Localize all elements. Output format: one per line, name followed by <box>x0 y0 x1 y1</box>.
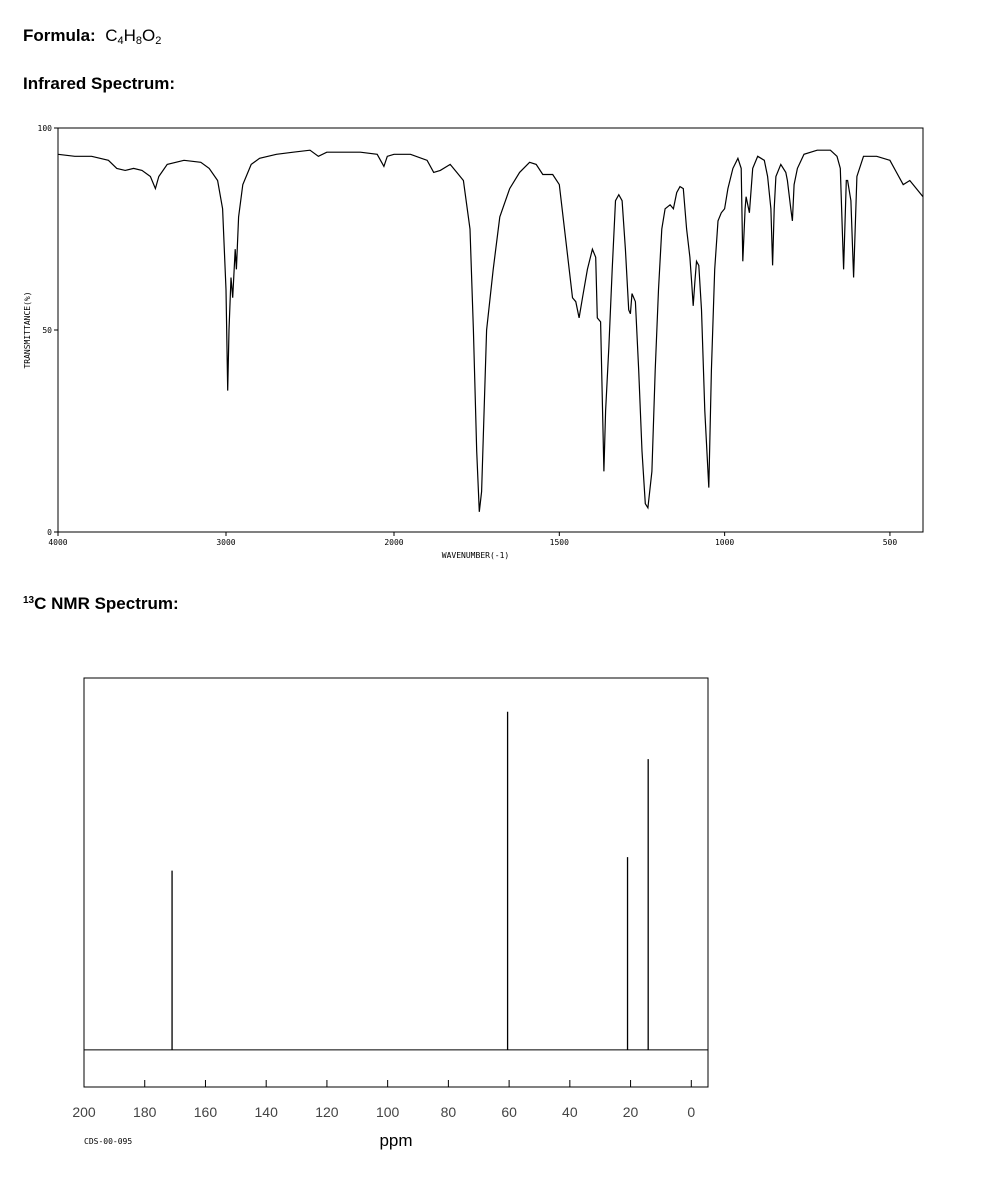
x-tick-label: 120 <box>315 1104 339 1120</box>
x-tick-label: 100 <box>376 1104 400 1120</box>
y-axis-label: TRANSMITTANCE(%) <box>23 291 32 368</box>
isotope: 13 <box>23 595 35 606</box>
x-tick-label: 140 <box>255 1104 279 1120</box>
x-tick-label: 180 <box>133 1104 157 1120</box>
transmittance-line <box>57 149 924 512</box>
nmr-heading: 13C NMR Spectrum: <box>23 594 179 614</box>
x-tick-label: 3000 <box>216 538 235 547</box>
formula-element: O <box>142 26 156 45</box>
x-tick-label: 1000 <box>715 538 734 547</box>
formula-element: C <box>105 26 118 45</box>
plot-frame <box>83 677 709 1088</box>
x-tick-label: 2000 <box>384 538 403 547</box>
x-tick-label: 200 <box>72 1104 96 1120</box>
x-tick-label: 80 <box>441 1104 457 1120</box>
formula-element: H <box>123 26 136 45</box>
formula-subscript: 8 <box>135 35 142 47</box>
x-tick-label: 500 <box>883 538 898 547</box>
x-tick-label: 60 <box>501 1104 517 1120</box>
y-tick-label: 0 <box>47 528 52 537</box>
x-tick-label: 0 <box>687 1104 695 1120</box>
x-axis-label: WAVENUMBER(-1) <box>442 551 509 560</box>
x-axis-label: ppm <box>379 1131 412 1150</box>
y-tick-label: 50 <box>42 326 52 335</box>
formula-subscript: 2 <box>155 35 162 47</box>
x-tick-label: 4000 <box>48 538 67 547</box>
x-tick-label: 40 <box>562 1104 578 1120</box>
x-tick-label: 1500 <box>550 538 569 547</box>
formula-subscript: 4 <box>117 35 124 47</box>
y-tick-label: 100 <box>38 124 53 133</box>
x-tick-label: 20 <box>623 1104 639 1120</box>
formula: Formula: C4H8O2 <box>23 26 161 47</box>
formula-label: Formula: <box>23 26 96 45</box>
ir-heading: Infrared Spectrum: <box>23 74 176 93</box>
annotation: CDS-00-095 <box>84 1137 132 1146</box>
x-tick-label: 160 <box>194 1104 218 1120</box>
ir-chart: 0 50 100 4000 3000 2000 1500 1000 500 WAVENUMBER(… <box>23 124 924 560</box>
plot-frame <box>57 127 924 533</box>
nmr-heading-text: C NMR Spectrum: <box>34 594 179 613</box>
formula-value: C4H8O2 <box>105 26 162 47</box>
